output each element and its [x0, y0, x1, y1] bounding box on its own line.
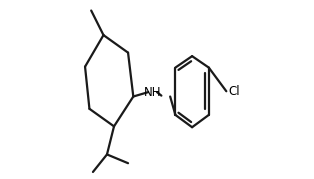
Text: Cl: Cl [228, 85, 240, 98]
Text: NH: NH [144, 86, 161, 99]
